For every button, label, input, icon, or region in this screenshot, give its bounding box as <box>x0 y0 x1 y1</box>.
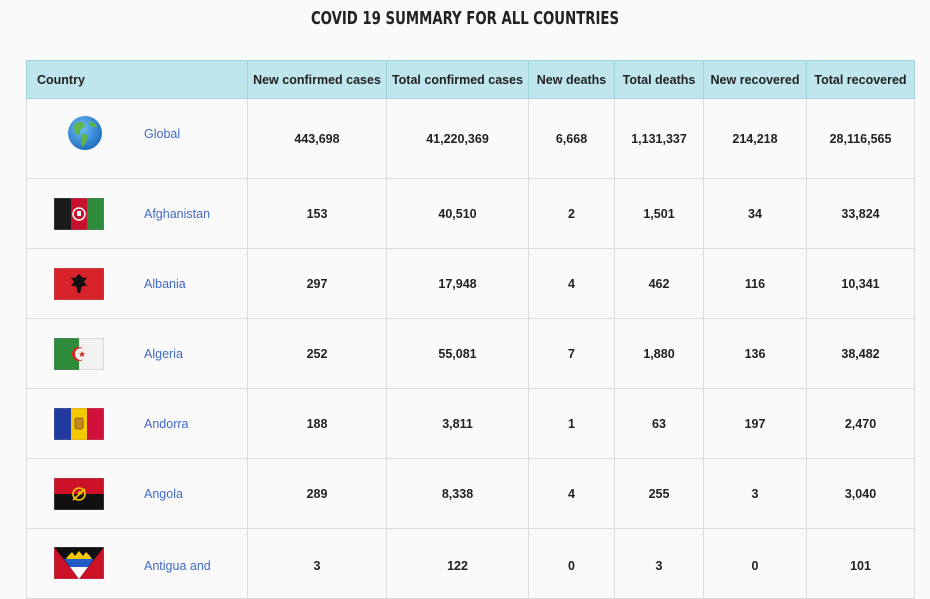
table-row: Albania 297 17,948 4 462 116 10,341 <box>26 248 915 319</box>
total-deaths-cell: 3 <box>614 528 704 599</box>
header-country[interactable]: Country <box>26 60 248 99</box>
covid-summary-table: Country New confirmed cases Total confir… <box>26 60 915 599</box>
header-new-recovered[interactable]: New recovered <box>703 60 807 99</box>
table-row: Andorra 188 3,811 1 63 197 2,470 <box>26 388 915 459</box>
total-confirmed-cell: 8,338 <box>386 458 529 529</box>
afghanistan-flag-icon <box>54 197 104 230</box>
country-cell: Algeria <box>26 318 248 389</box>
new-deaths-cell: 1 <box>528 388 615 459</box>
total-recovered-cell: 10,341 <box>806 248 915 319</box>
country-cell: Angola <box>26 458 248 529</box>
table-row: Afghanistan 153 40,510 2 1,501 34 33,824 <box>26 178 915 249</box>
globe-icon <box>67 115 103 151</box>
angola-flag-icon <box>54 477 104 510</box>
country-cell: Antigua and <box>26 528 248 599</box>
country-link[interactable]: Global <box>144 127 181 141</box>
new-confirmed-cell: 289 <box>247 458 387 529</box>
new-recovered-cell: 197 <box>703 388 807 459</box>
total-recovered-cell: 28,116,565 <box>806 98 915 179</box>
new-recovered-cell: 3 <box>703 458 807 529</box>
total-deaths-cell: 462 <box>614 248 704 319</box>
header-new-confirmed[interactable]: New confirmed cases <box>247 60 387 99</box>
country-link[interactable]: Afghanistan <box>144 206 211 221</box>
total-recovered-cell: 2,470 <box>806 388 915 459</box>
total-confirmed-cell: 3,811 <box>386 388 529 459</box>
albania-flag-icon <box>54 267 104 300</box>
andorra-flag-icon <box>54 407 104 440</box>
table-row: Global 443,698 41,220,369 6,668 1,131,33… <box>26 98 915 179</box>
country-link[interactable]: Algeria <box>144 346 183 361</box>
total-recovered-cell: 33,824 <box>806 178 915 249</box>
table-row: Angola 289 8,338 4 255 3 3,040 <box>26 458 915 529</box>
table-header-row: Country New confirmed cases Total confir… <box>26 60 915 99</box>
header-total-confirmed[interactable]: Total confirmed cases <box>386 60 529 99</box>
new-recovered-cell: 116 <box>703 248 807 319</box>
country-cell: Global <box>26 98 248 179</box>
new-deaths-cell: 4 <box>528 248 615 319</box>
new-recovered-cell: 34 <box>703 178 807 249</box>
total-confirmed-cell: 17,948 <box>386 248 529 319</box>
new-confirmed-cell: 188 <box>247 388 387 459</box>
total-confirmed-cell: 122 <box>386 528 529 599</box>
page-title: COVID 19 SUMMARY FOR ALL COUNTRIES <box>310 8 620 29</box>
new-deaths-cell: 6,668 <box>528 98 615 179</box>
new-confirmed-cell: 443,698 <box>247 98 387 179</box>
table-row: Algeria 252 55,081 7 1,880 136 38,482 <box>26 318 915 389</box>
new-recovered-cell: 136 <box>703 318 807 389</box>
new-deaths-cell: 2 <box>528 178 615 249</box>
header-total-deaths[interactable]: Total deaths <box>614 60 704 99</box>
header-total-recovered[interactable]: Total recovered <box>806 60 915 99</box>
antigua-and-barbuda-flag-icon <box>54 547 104 579</box>
total-recovered-cell: 38,482 <box>806 318 915 389</box>
header-new-deaths[interactable]: New deaths <box>528 60 615 99</box>
new-deaths-cell: 4 <box>528 458 615 529</box>
country-cell: Afghanistan <box>26 178 248 249</box>
country-cell: Andorra <box>26 388 248 459</box>
country-link[interactable]: Andorra <box>144 416 189 431</box>
country-link[interactable]: Antigua and <box>144 559 211 573</box>
total-deaths-cell: 1,880 <box>614 318 704 389</box>
new-recovered-cell: 0 <box>703 528 807 599</box>
country-cell: Albania <box>26 248 248 319</box>
new-deaths-cell: 7 <box>528 318 615 389</box>
total-recovered-cell: 3,040 <box>806 458 915 529</box>
total-deaths-cell: 1,131,337 <box>614 98 704 179</box>
country-link[interactable]: Albania <box>144 276 186 291</box>
new-confirmed-cell: 153 <box>247 178 387 249</box>
new-deaths-cell: 0 <box>528 528 615 599</box>
total-deaths-cell: 63 <box>614 388 704 459</box>
new-confirmed-cell: 252 <box>247 318 387 389</box>
total-deaths-cell: 1,501 <box>614 178 704 249</box>
country-link[interactable]: Angola <box>144 486 183 501</box>
table-row: Antigua and 3 122 0 3 0 101 <box>26 528 915 599</box>
total-confirmed-cell: 55,081 <box>386 318 529 389</box>
new-confirmed-cell: 3 <box>247 528 387 599</box>
algeria-flag-icon <box>54 337 104 370</box>
new-recovered-cell: 214,218 <box>703 98 807 179</box>
total-recovered-cell: 101 <box>806 528 915 599</box>
new-confirmed-cell: 297 <box>247 248 387 319</box>
total-confirmed-cell: 41,220,369 <box>386 98 529 179</box>
total-confirmed-cell: 40,510 <box>386 178 529 249</box>
total-deaths-cell: 255 <box>614 458 704 529</box>
